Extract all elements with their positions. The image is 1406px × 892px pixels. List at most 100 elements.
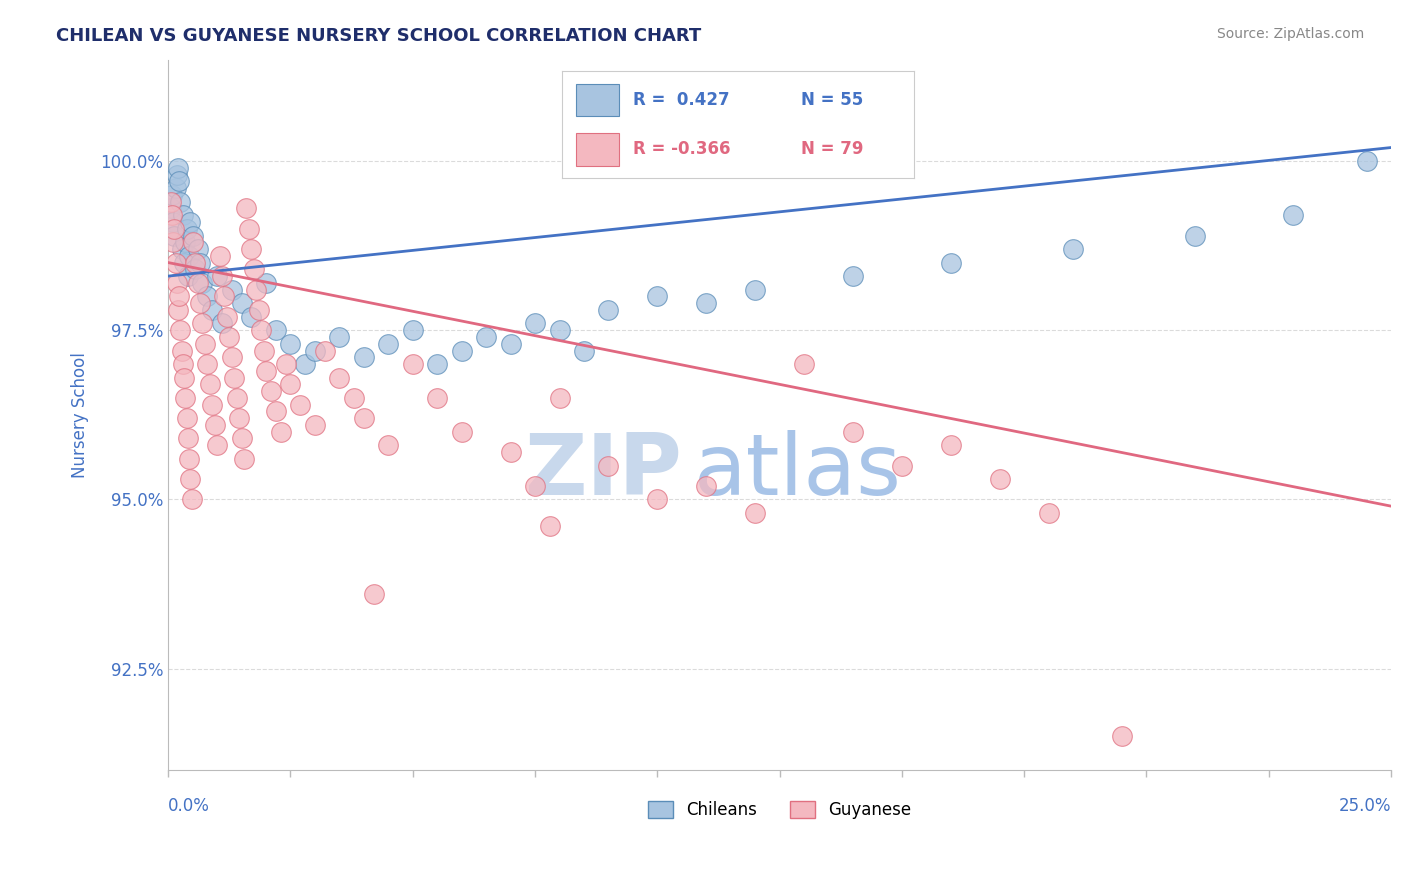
Point <box>426 391 449 405</box>
Point <box>842 269 865 284</box>
Point <box>290 398 312 412</box>
Point <box>314 343 336 358</box>
Text: N = 55: N = 55 <box>801 91 863 109</box>
Point <box>647 492 669 507</box>
Point <box>204 417 226 432</box>
Point <box>201 398 224 412</box>
Point <box>231 296 253 310</box>
Point <box>159 194 181 209</box>
Point <box>167 174 190 188</box>
Point <box>235 202 257 216</box>
Point <box>524 317 547 331</box>
Point <box>195 289 218 303</box>
Point <box>169 194 191 209</box>
Point <box>252 343 274 358</box>
Point <box>1038 506 1060 520</box>
Point <box>188 255 211 269</box>
Point <box>214 289 236 303</box>
Point <box>191 276 214 290</box>
Point <box>744 506 766 520</box>
Point <box>167 289 190 303</box>
Point <box>264 404 287 418</box>
Point <box>572 343 595 358</box>
Point <box>842 425 865 439</box>
Point <box>205 269 228 284</box>
Point <box>377 336 399 351</box>
Text: 0.0%: 0.0% <box>169 797 209 815</box>
Point <box>499 336 522 351</box>
Point <box>184 262 207 277</box>
Text: R =  0.427: R = 0.427 <box>633 91 730 109</box>
Point <box>240 242 263 256</box>
Text: ZIP: ZIP <box>524 430 682 513</box>
Point <box>159 202 181 216</box>
Point <box>172 208 194 222</box>
Text: N = 79: N = 79 <box>801 141 863 159</box>
Text: atlas: atlas <box>695 430 903 513</box>
Point <box>198 377 221 392</box>
Point <box>180 492 202 507</box>
Point <box>225 391 247 405</box>
Point <box>211 269 233 284</box>
Point <box>177 451 200 466</box>
Point <box>240 310 263 324</box>
Point <box>402 357 425 371</box>
Point <box>165 255 187 269</box>
Text: Source: ZipAtlas.com: Source: ZipAtlas.com <box>1216 27 1364 41</box>
Point <box>221 351 243 365</box>
Point <box>162 235 184 250</box>
Point <box>170 343 193 358</box>
Point <box>280 377 302 392</box>
Point <box>328 370 350 384</box>
Point <box>174 391 197 405</box>
Point <box>177 249 200 263</box>
Point <box>274 357 297 371</box>
Point <box>160 208 183 222</box>
Point <box>181 235 204 250</box>
Point <box>890 458 912 473</box>
Point <box>524 479 547 493</box>
Point <box>450 343 472 358</box>
Point <box>247 302 270 317</box>
Point <box>695 479 717 493</box>
Point <box>160 188 183 202</box>
Point <box>172 357 194 371</box>
Point <box>187 242 209 256</box>
Point <box>1111 729 1133 743</box>
FancyBboxPatch shape <box>576 134 619 166</box>
Point <box>264 323 287 337</box>
Point <box>1062 242 1084 256</box>
Point <box>224 370 246 384</box>
Point <box>499 445 522 459</box>
Point <box>188 296 211 310</box>
Point <box>176 411 198 425</box>
Point <box>163 228 186 243</box>
Point <box>173 370 195 384</box>
Point <box>695 296 717 310</box>
Point <box>179 215 201 229</box>
Point <box>402 323 425 337</box>
Point <box>353 351 375 365</box>
Point <box>254 364 277 378</box>
Point <box>173 255 195 269</box>
Y-axis label: Nursery School: Nursery School <box>72 351 89 478</box>
Point <box>280 336 302 351</box>
Point <box>343 391 366 405</box>
Point <box>165 181 187 195</box>
Point <box>163 221 186 235</box>
Point <box>1184 228 1206 243</box>
Point <box>304 343 326 358</box>
Point <box>201 302 224 317</box>
Text: 25.0%: 25.0% <box>1339 797 1391 815</box>
Point <box>191 317 214 331</box>
Point <box>177 269 200 284</box>
Point <box>254 276 277 290</box>
Point <box>744 283 766 297</box>
Point <box>353 411 375 425</box>
Point <box>598 458 620 473</box>
Point <box>250 323 273 337</box>
Point <box>548 391 571 405</box>
Point <box>221 283 243 297</box>
Point <box>215 310 238 324</box>
Point <box>166 168 188 182</box>
